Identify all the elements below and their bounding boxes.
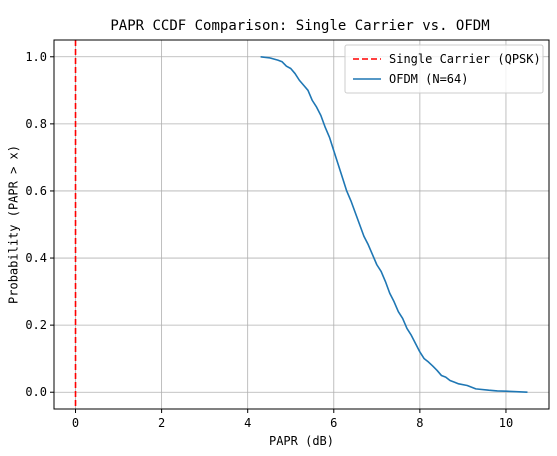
axes-frame: [53, 39, 550, 410]
legend: Single Carrier (QPSK) OFDM (N=64): [344, 44, 544, 94]
x-tick-label: 0: [72, 416, 79, 430]
x-tick-label: 6: [330, 416, 337, 430]
x-tick-label: 4: [244, 416, 251, 430]
y-tick-label: 1.0: [25, 50, 47, 64]
x-tick-label: 8: [416, 416, 423, 430]
legend-box: [344, 44, 544, 94]
ofdm-series-line: [260, 55, 528, 394]
y-axis-label: Probability (PAPR > x): [7, 145, 21, 304]
x-tick-label: 2: [158, 416, 165, 430]
chart-title: PAPR CCDF Comparison: Single Carrier vs.…: [110, 18, 489, 34]
legend-single-carrier-label: Single Carrier (QPSK): [389, 52, 541, 66]
grid-lines: [54, 40, 549, 409]
y-tick-label: 0.8: [25, 117, 47, 131]
x-tick-label: 10: [499, 416, 513, 430]
x-axis-label: PAPR (dB): [269, 434, 334, 448]
axis-ticks: 0 2 4 6 8 10 0.0 0.2 0.4 0.6 0.8 1.0: [25, 50, 513, 430]
plot-area: [74, 40, 528, 409]
y-tick-label: 0.2: [25, 318, 47, 332]
y-tick-label: 0.6: [25, 184, 47, 198]
y-tick-label: 0.4: [25, 251, 47, 265]
legend-ofdm-label: OFDM (N=64): [389, 72, 468, 86]
y-tick-label: 0.0: [25, 385, 47, 399]
